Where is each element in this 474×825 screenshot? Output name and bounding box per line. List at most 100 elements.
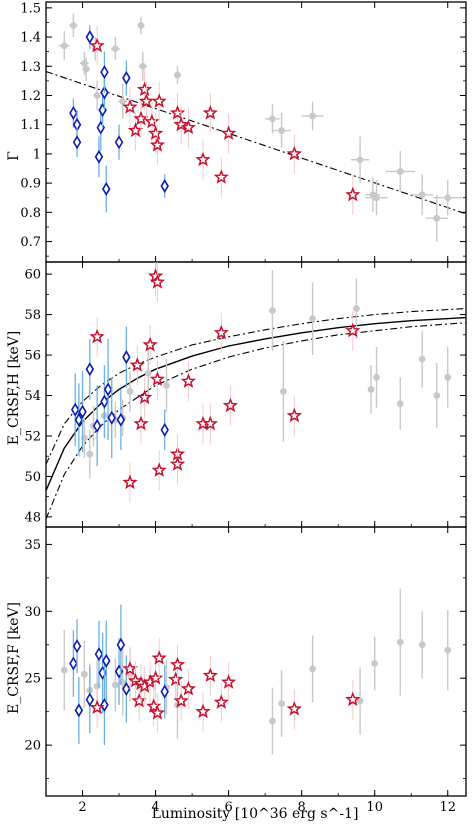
data-point-circle bbox=[444, 194, 452, 202]
panel-ecrsf-f: 20 25 30 35 2 4 6 8 10 12 bbox=[24, 526, 467, 815]
data-point-circle bbox=[356, 156, 364, 164]
data-point-star bbox=[133, 415, 149, 431]
model-curve bbox=[46, 316, 466, 491]
data-point-diamond bbox=[116, 412, 126, 427]
data-point-diamond bbox=[72, 639, 82, 654]
ylabel-ecrsf-f: E_CRSF,F [keV] bbox=[6, 602, 22, 714]
svg-text:E_CRSF,F [keV]: E_CRSF,F [keV] bbox=[6, 602, 22, 714]
data-point-star bbox=[149, 137, 166, 152]
lower-bound-curve bbox=[46, 322, 466, 520]
panel-ecrsf-h: 48 50 52 54 56 58 60 bbox=[24, 261, 467, 528]
data-point-star bbox=[202, 415, 219, 431]
y-tick-label: 30 bbox=[24, 605, 41, 620]
data-point-star bbox=[169, 656, 186, 672]
data-point-star bbox=[202, 104, 219, 120]
y-tick-label: 20 bbox=[24, 739, 41, 754]
data-point-star bbox=[122, 99, 138, 114]
data-point-star bbox=[89, 699, 105, 715]
ylabel-ecrsf-h: E_CRSF,H [keV] bbox=[6, 331, 22, 446]
data-point-circle bbox=[418, 355, 426, 363]
data-point-circle bbox=[309, 112, 317, 120]
data-point-star bbox=[286, 145, 303, 161]
data-point-diamond bbox=[122, 70, 131, 86]
data-point-star bbox=[169, 456, 186, 471]
data-point-diamond bbox=[78, 404, 87, 419]
data-point-diamond bbox=[160, 684, 169, 699]
data-point-star bbox=[222, 397, 239, 413]
data-point-star bbox=[149, 704, 166, 720]
data-point-circle bbox=[396, 638, 404, 646]
y-tick-label: 1.5 bbox=[20, 1, 41, 16]
x-tick-label: 6 bbox=[224, 800, 232, 815]
data-point-circle bbox=[111, 45, 119, 53]
data-point-circle bbox=[69, 21, 77, 29]
data-point-star bbox=[180, 373, 196, 388]
y-tick-label: 1.1 bbox=[20, 118, 41, 133]
panel-gamma: 0.7 0.8 0.9 1 1.1 1.2 1.3 1.4 1.5 bbox=[20, 1, 467, 263]
data-point-circle bbox=[309, 665, 317, 673]
ylabel-gamma: Γ bbox=[6, 151, 22, 161]
data-point-circle bbox=[279, 388, 287, 395]
data-point-circle bbox=[444, 373, 452, 381]
data-point-star bbox=[173, 692, 189, 708]
data-point-circle bbox=[86, 450, 94, 458]
data-point-star bbox=[213, 169, 229, 184]
y-tick-label: 1.2 bbox=[20, 89, 41, 104]
data-point-circle bbox=[60, 42, 68, 50]
y-tick-label: 56 bbox=[24, 349, 41, 364]
data-point-star bbox=[195, 703, 211, 719]
data-point-star bbox=[122, 660, 138, 676]
data-point-circle bbox=[82, 65, 90, 73]
data-point-circle bbox=[269, 115, 276, 123]
data-point-circle bbox=[356, 697, 364, 705]
data-point-star bbox=[129, 357, 145, 372]
data-point-circle bbox=[444, 646, 452, 654]
data-point-circle bbox=[418, 191, 426, 199]
data-point-diamond bbox=[116, 637, 126, 652]
data-point-diamond bbox=[100, 697, 109, 713]
data-point-star bbox=[180, 119, 197, 135]
data-point-star bbox=[213, 694, 229, 709]
data-point-diamond bbox=[74, 703, 84, 718]
data-point-star bbox=[286, 700, 303, 716]
data-point-circle bbox=[278, 127, 285, 134]
data-point-star bbox=[345, 186, 361, 202]
y-tick-label: 52 bbox=[24, 429, 41, 444]
data-point-diamond bbox=[102, 653, 111, 668]
data-point-star bbox=[144, 113, 160, 129]
data-point-diamond bbox=[100, 65, 109, 80]
xlabel-luminosity: Luminosity [10^36 erg s^-1] bbox=[152, 806, 359, 822]
data-point-diamond bbox=[107, 410, 116, 425]
data-point-diamond bbox=[74, 412, 84, 427]
data-point-diamond bbox=[69, 105, 78, 121]
data-point-star bbox=[142, 336, 158, 352]
data-point-star bbox=[147, 125, 164, 140]
data-point-star bbox=[131, 692, 147, 708]
data-point-star bbox=[149, 371, 166, 386]
y-tick-label: 0.9 bbox=[20, 177, 41, 192]
y-tick-label: 35 bbox=[24, 538, 41, 553]
data-point-star bbox=[138, 93, 155, 108]
svg-text:Γ: Γ bbox=[6, 151, 22, 161]
x-tick-label: 4 bbox=[151, 800, 159, 815]
data-point-star bbox=[169, 104, 186, 120]
data-point-circle bbox=[163, 381, 170, 389]
data-point-diamond bbox=[160, 178, 169, 194]
data-point-circle bbox=[433, 392, 441, 399]
svg-text:E_CRSF,H [keV]: E_CRSF,H [keV] bbox=[6, 331, 22, 446]
data-point-star bbox=[202, 667, 219, 683]
data-point-circle bbox=[80, 670, 88, 678]
data-point-star bbox=[147, 670, 164, 685]
y-tick-label: 0.7 bbox=[20, 235, 41, 250]
data-point-circle bbox=[367, 386, 375, 393]
data-point-circle bbox=[371, 660, 379, 667]
x-tick-label: 8 bbox=[298, 800, 306, 815]
data-point-circle bbox=[373, 194, 380, 202]
y-tick-label: 0.8 bbox=[20, 206, 41, 221]
data-point-star bbox=[133, 110, 149, 126]
data-point-circle bbox=[418, 641, 426, 649]
data-point-star bbox=[122, 474, 138, 490]
data-point-circle bbox=[137, 21, 145, 29]
y-tick-label: 25 bbox=[24, 672, 41, 687]
